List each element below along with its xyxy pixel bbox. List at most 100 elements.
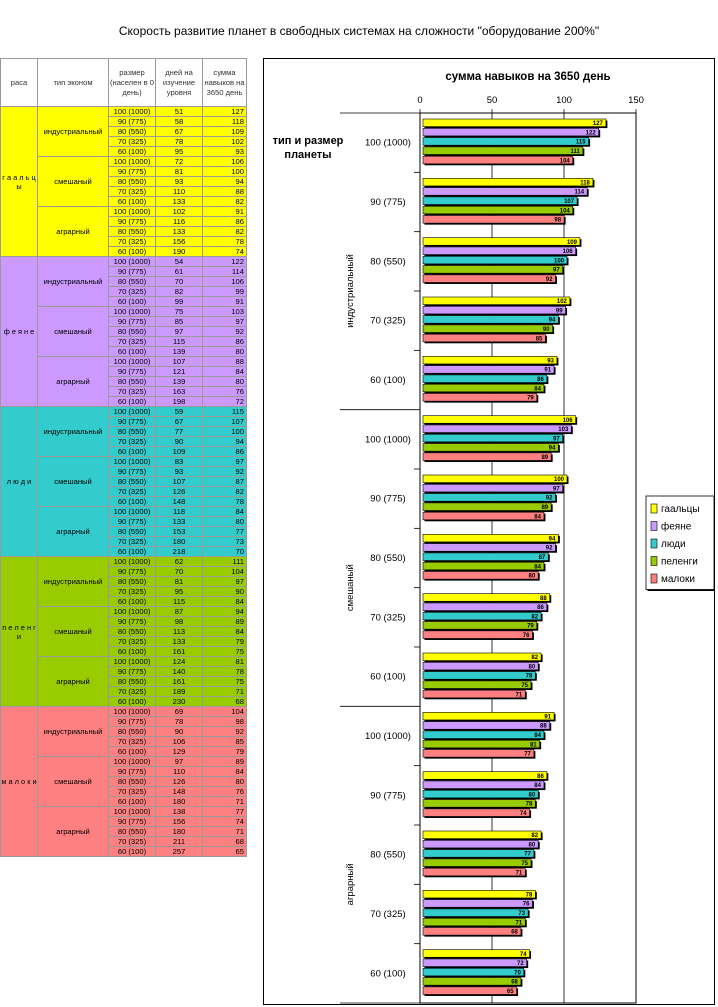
bar <box>422 246 576 255</box>
size-cell: 80 (550) <box>108 776 156 787</box>
days-cell: 140 <box>155 666 203 677</box>
days-cell: 106 <box>155 736 203 747</box>
days-cell: 138 <box>155 806 203 817</box>
legend-swatch <box>650 503 658 514</box>
sum-cell: 74 <box>202 246 247 257</box>
days-cell: 180 <box>155 796 203 807</box>
bar-value-label: 84 <box>534 783 541 789</box>
days-cell: 69 <box>155 706 203 717</box>
bar <box>422 324 553 333</box>
skills-chart: сумма навыков на 3650 день тип и размер … <box>263 58 715 1005</box>
bar-value-label: 84 <box>534 514 541 520</box>
bar <box>422 986 517 995</box>
bar <box>422 443 559 452</box>
days-cell: 133 <box>155 516 203 527</box>
size-cell: 90 (775) <box>108 116 156 127</box>
bar-value-label: 81 <box>530 742 537 748</box>
bar <box>422 205 574 215</box>
category-label: 90 (775) <box>370 494 405 505</box>
size-cell: 70 (325) <box>108 786 156 797</box>
sum-cell: 103 <box>202 306 247 317</box>
bar <box>422 255 568 265</box>
sum-cell: 100 <box>202 426 247 437</box>
econ-cell: смешаный <box>37 456 109 507</box>
chart-ylabel: тип и размер <box>273 135 344 147</box>
size-cell: 80 (550) <box>108 476 156 487</box>
size-cell: 60 (100) <box>108 396 156 407</box>
sum-cell: 79 <box>202 746 247 757</box>
header-race: раса <box>0 58 38 107</box>
econ-cell: аграрный <box>37 506 109 557</box>
days-cell: 198 <box>155 396 203 407</box>
days-cell: 126 <box>155 776 203 787</box>
x-tick-label: 50 <box>487 95 498 106</box>
bar <box>422 333 546 343</box>
table-row: 60 (100) 218 70 <box>0 546 247 557</box>
category-label: 100 (1000) <box>365 731 411 742</box>
days-cell: 129 <box>155 746 203 757</box>
bar <box>422 474 568 483</box>
bar-value-label: 111 <box>570 149 580 155</box>
table-row: 70 (325) 156 78 <box>0 236 247 247</box>
size-cell: 70 (325) <box>108 836 156 847</box>
bar <box>422 749 535 758</box>
days-cell: 75 <box>155 306 203 317</box>
bar-value-label: 127 <box>593 121 604 127</box>
sum-cell: 84 <box>202 366 247 377</box>
bar <box>422 721 551 730</box>
days-cell: 126 <box>155 486 203 497</box>
days-cell: 81 <box>155 166 203 177</box>
days-cell: 70 <box>155 276 203 287</box>
bar-value-label: 88 <box>540 596 547 602</box>
bar <box>422 630 533 639</box>
race-cell-lyudi: л ю д и <box>0 406 38 557</box>
sum-cell: 81 <box>202 656 247 667</box>
bar <box>422 680 532 689</box>
size-cell: 60 (100) <box>108 796 156 807</box>
bar-value-label: 87 <box>539 555 546 561</box>
bar-value-label: 104 <box>560 158 571 164</box>
sum-cell: 92 <box>202 726 247 737</box>
days-cell: 218 <box>155 546 203 557</box>
bar <box>422 789 539 799</box>
sum-cell: 102 <box>202 136 247 147</box>
bar-value-label: 82 <box>531 614 538 620</box>
size-cell: 70 (325) <box>108 136 156 147</box>
sum-cell: 88 <box>202 356 247 367</box>
days-cell: 99 <box>155 296 203 307</box>
bar <box>422 128 599 137</box>
legend-label: пеленги <box>661 557 698 568</box>
size-cell: 100 (1000) <box>108 306 156 317</box>
days-cell: 59 <box>155 406 203 417</box>
sum-cell: 94 <box>202 436 247 447</box>
days-cell: 180 <box>155 826 203 837</box>
bar-value-label: 89 <box>541 505 548 511</box>
bar-value-label: 80 <box>529 574 536 580</box>
days-cell: 148 <box>155 786 203 797</box>
bar-value-label: 99 <box>556 308 563 314</box>
size-cell: 70 (325) <box>108 536 156 547</box>
sum-cell: 84 <box>202 506 247 517</box>
days-cell: 110 <box>155 766 203 777</box>
bar <box>422 739 540 749</box>
days-cell: 116 <box>155 216 203 227</box>
race-cell-gaal: г а а л ь ц ы <box>0 106 38 257</box>
days-cell: 81 <box>155 576 203 587</box>
bar <box>422 571 539 580</box>
page-title: Скорость развитие планет в свободных сис… <box>118 24 600 38</box>
sum-cell: 85 <box>202 736 247 747</box>
legend-label: феяне <box>661 521 692 533</box>
bar-value-label: 79 <box>527 624 534 630</box>
sum-cell: 82 <box>202 486 247 497</box>
econ-cell: аграрный <box>37 806 109 857</box>
size-cell: 70 (325) <box>108 636 156 647</box>
size-cell: 100 (1000) <box>108 706 156 717</box>
bar-value-label: 91 <box>544 714 551 720</box>
sum-cell: 78 <box>202 236 247 247</box>
days-cell: 67 <box>155 126 203 137</box>
header-days: дней на изучение уровня <box>155 58 203 107</box>
category-label: 90 (775) <box>370 790 405 801</box>
chart-legend: гаальцы феяне люди пеленги малоки <box>645 495 715 591</box>
sum-cell: 98 <box>202 716 247 727</box>
days-cell: 83 <box>155 456 203 467</box>
